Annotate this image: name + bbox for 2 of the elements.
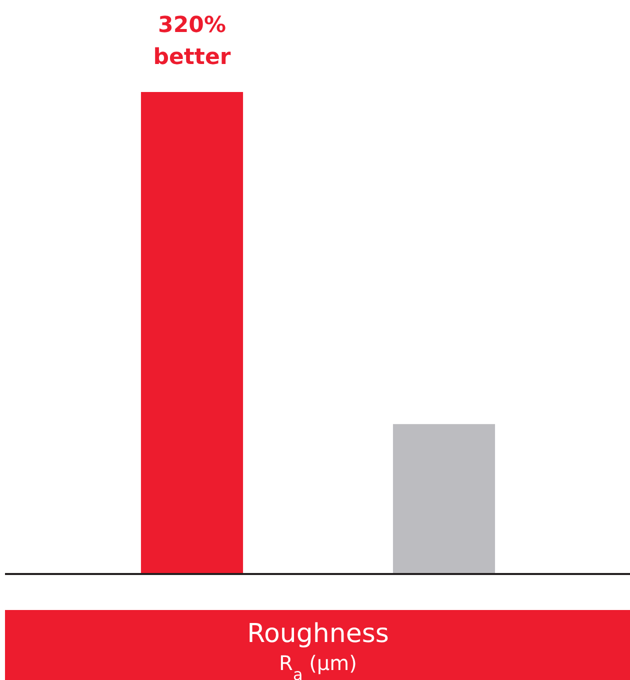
x-axis-title: Roughness R$_{a}$ (μm) — [247, 619, 389, 680]
text: 320% better — [153, 13, 231, 70]
